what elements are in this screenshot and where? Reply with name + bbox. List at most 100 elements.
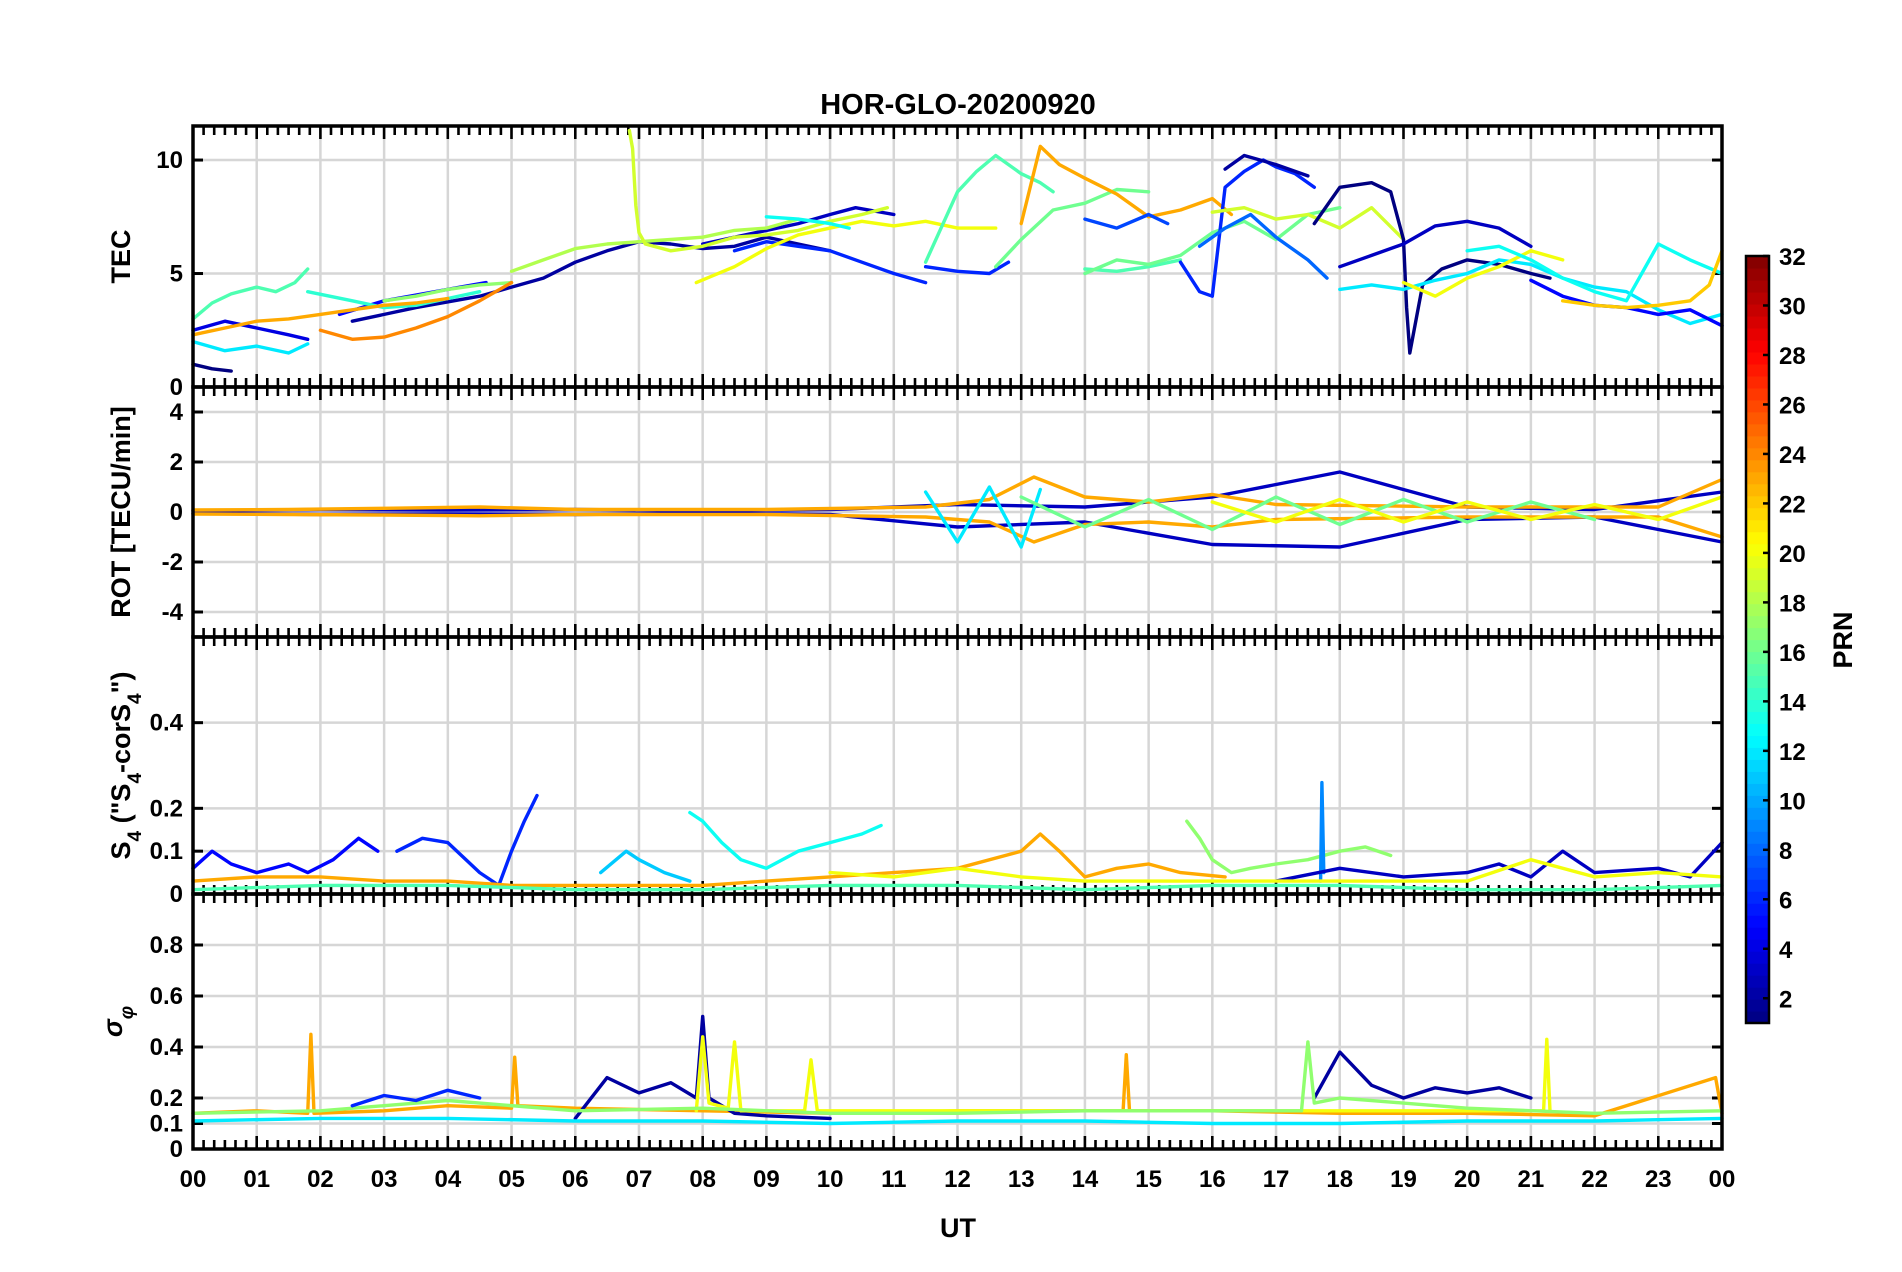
colorbar-segment	[1746, 519, 1769, 533]
y-tick-label: 0	[170, 374, 183, 401]
series-line-prn-20	[1401, 249, 1565, 298]
colorbar-segment	[1746, 999, 1769, 1012]
x-tick-label: 05	[498, 1166, 525, 1193]
series-line-prn-7	[1083, 212, 1170, 230]
colorbar-segment	[1746, 291, 1769, 305]
colorbar-segment	[1746, 363, 1769, 377]
colorbar-segment	[1746, 315, 1769, 329]
colorbar-segment	[1746, 399, 1769, 413]
y-axis-label-s4: S4 ("S4-corS4")	[106, 672, 146, 860]
x-tick-label: 13	[1008, 1166, 1035, 1193]
series-line-prn-3	[1274, 840, 1724, 883]
colorbar-segment	[1746, 723, 1769, 736]
colorbar-segment	[1746, 423, 1769, 437]
series-line-prn-23	[191, 512, 1724, 544]
series-group	[191, 1014, 1724, 1126]
colorbar-segment	[1746, 411, 1769, 425]
series-line-prn-12	[923, 485, 1043, 549]
colorbar-segment	[1746, 759, 1769, 772]
colorbar-segment	[1746, 567, 1769, 581]
x-tick-label: 06	[562, 1166, 589, 1193]
series-line-prn-6	[350, 1088, 482, 1108]
colorbar-tick-label: 2	[1779, 986, 1792, 1013]
y-axis-label-rot: ROT [TECU/min]	[106, 406, 136, 617]
y-tick-label: 0.1	[150, 1111, 183, 1138]
series-line-prn-3	[1338, 219, 1533, 269]
colorbar-segment	[1746, 951, 1769, 964]
colorbar-segment	[1746, 615, 1769, 629]
panel-tec: 0 5 10 TEC	[106, 124, 1724, 401]
series-line-prn-13	[764, 215, 851, 230]
x-minor-ticks-top	[191, 126, 1724, 139]
x-tick-label: 10	[817, 1166, 844, 1193]
series-group	[191, 780, 1724, 892]
x-tick-label: 15	[1135, 1166, 1162, 1193]
series-line-prn-16	[994, 187, 1151, 269]
x-minor-ticks-bottom	[191, 624, 1724, 637]
colorbar-segment	[1746, 639, 1769, 653]
x-tick-label: 20	[1454, 1166, 1481, 1193]
colorbar-segment	[1746, 375, 1769, 389]
colorbar-segment	[1746, 963, 1769, 976]
series-line-prn-6	[923, 260, 1011, 276]
colorbar-label: PRN	[1828, 611, 1858, 668]
colorbar-tick-label: 20	[1779, 541, 1806, 568]
panel-frame	[191, 892, 1724, 1151]
y-tick-label: 5	[170, 261, 183, 288]
colorbar-segment	[1746, 915, 1769, 928]
x-tick-label: 01	[243, 1166, 270, 1193]
series-line-prn-1	[1312, 180, 1552, 355]
colorbar-segment	[1746, 735, 1769, 748]
colorbar-segment	[1746, 675, 1769, 689]
colorbar-segment	[1746, 279, 1769, 293]
colorbar-tick-label: 18	[1779, 590, 1806, 617]
colorbar-segment	[1746, 807, 1769, 820]
colorbar-segment	[1746, 387, 1769, 401]
x-tick-label: 07	[626, 1166, 653, 1193]
x-tick-label: 19	[1390, 1166, 1417, 1193]
colorbar-tick-label: 6	[1779, 887, 1792, 914]
series-line-prn-8	[1197, 212, 1329, 280]
x-tick-label: 23	[1645, 1166, 1672, 1193]
colorbar-segment	[1746, 927, 1769, 940]
y-tick-label: 10	[156, 147, 183, 174]
series-line-prn-15	[191, 883, 1724, 892]
colorbar-segment	[1746, 543, 1769, 557]
colorbar-tick-label: 14	[1779, 689, 1806, 716]
y-axis-label-sigma: σφ	[98, 1006, 138, 1037]
colorbar-tick-label: 30	[1779, 293, 1806, 320]
x-tick-label: 22	[1581, 1166, 1608, 1193]
series-group	[191, 128, 1724, 373]
series-line-prn-23	[191, 832, 1227, 888]
colorbar-segment	[1746, 819, 1769, 832]
series-line-prn-24	[318, 280, 514, 341]
series-line-prn-5	[1529, 278, 1724, 328]
x-tick-label: 09	[753, 1166, 780, 1193]
series-line-prn-6	[1178, 158, 1317, 298]
y-tick-label: 2	[170, 449, 183, 476]
series-line-prn-6	[395, 793, 539, 888]
colorbar-segment	[1746, 1011, 1769, 1024]
y-tick-label: 0.8	[150, 932, 183, 959]
x-tick-label: 14	[1072, 1166, 1099, 1193]
series-line-prn-11	[599, 849, 692, 883]
y-tick-label: -2	[162, 549, 183, 576]
series-line-prn-2	[350, 235, 832, 323]
colorbar-segment	[1746, 627, 1769, 641]
x-minor-ticks-top	[191, 894, 1724, 907]
series-line-prn-15	[1083, 258, 1183, 273]
x-tick-labels: 00 01 02 03 04 05 06 07 08 09 10 11 12 13 14 15 16 17 18 19…	[180, 1166, 1736, 1193]
series-line-prn-15	[191, 267, 310, 321]
y-axis-label-tec: TEC	[106, 230, 136, 284]
colorbar-segment	[1746, 855, 1769, 868]
colorbar-segment	[1746, 747, 1769, 760]
series-line-prn-9	[1318, 780, 1326, 883]
colorbar-segment	[1746, 579, 1769, 593]
series-line-prn-15	[923, 153, 1055, 264]
series-line-prn-16	[1083, 205, 1342, 276]
series-line-prn-2	[1312, 1050, 1533, 1100]
colorbar-frame	[1744, 254, 1771, 1025]
y-tick-label: 0.4	[150, 710, 184, 737]
series-line-prn-13	[1465, 242, 1724, 303]
